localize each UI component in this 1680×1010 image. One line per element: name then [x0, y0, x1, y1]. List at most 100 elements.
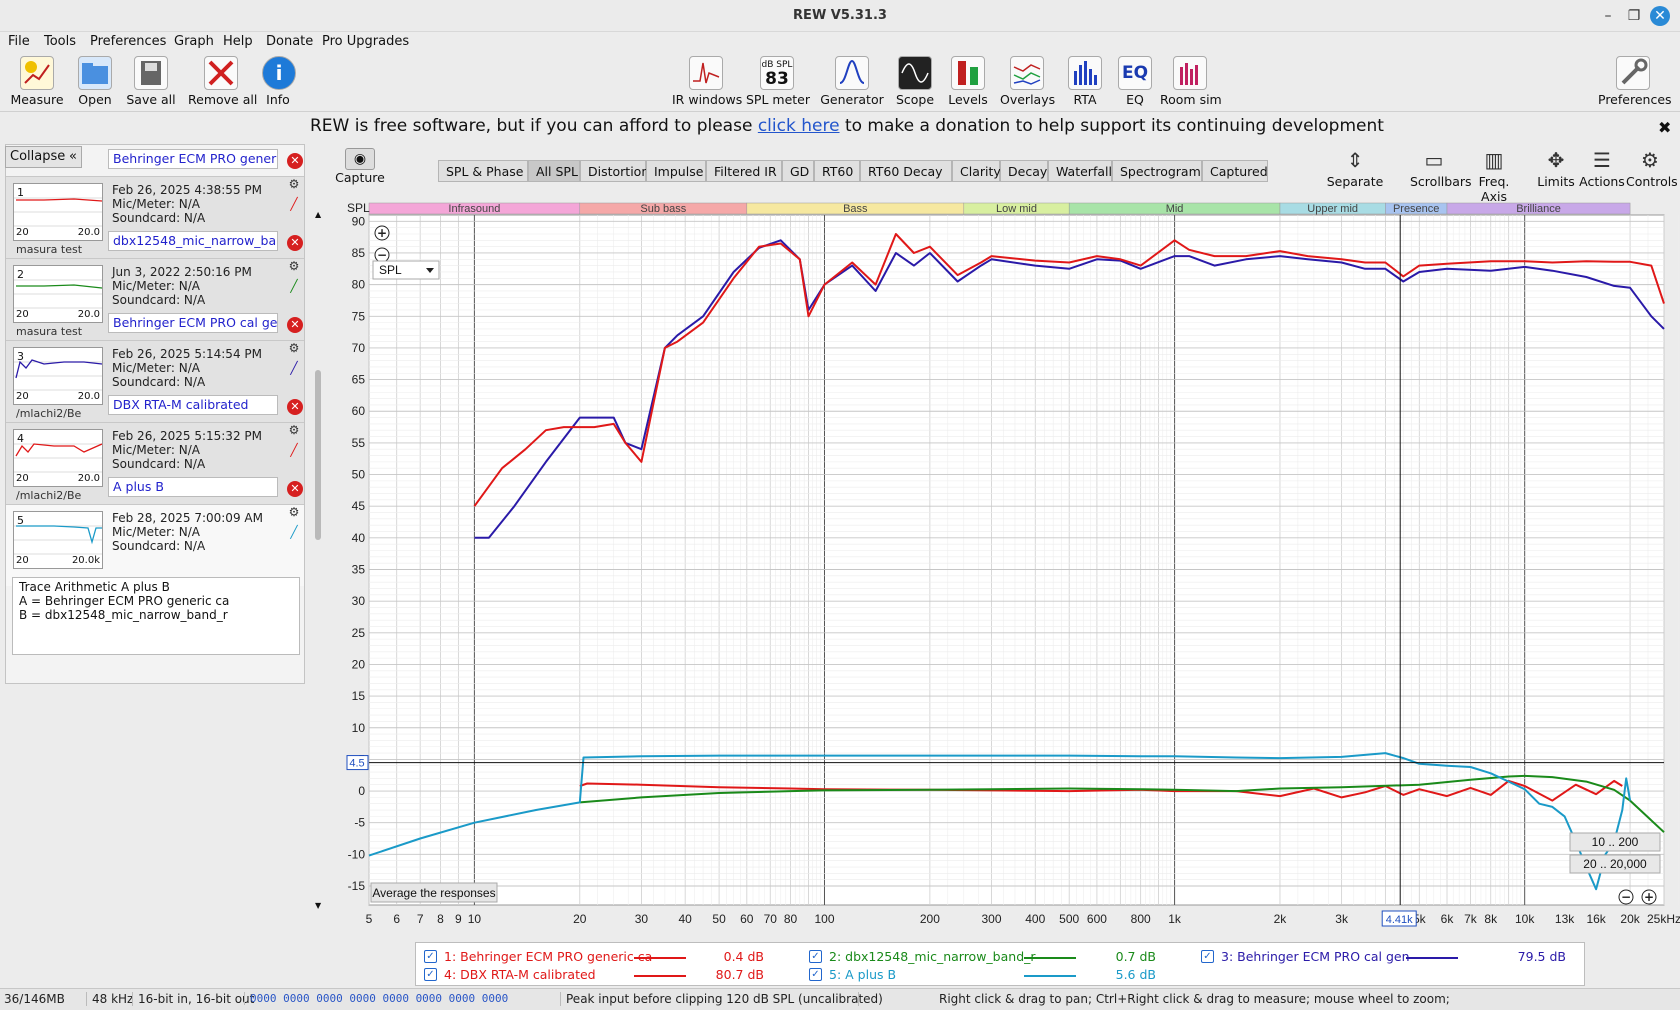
- room-sim-button[interactable]: Room sim: [1160, 56, 1222, 107]
- tab-spl-phase[interactable]: SPL & Phase: [438, 160, 528, 182]
- tab-spectrogram[interactable]: Spectrogram: [1112, 160, 1202, 182]
- measurement-card[interactable]: 5 20 20.0k A plus B Feb 28, 2025 7:00:09 AM M…: [6, 477, 304, 586]
- freq-axis-button[interactable]: ▥ Freq. Axis: [1470, 148, 1518, 204]
- measurement-name-field[interactable]: Behringer ECM PRO generi: [108, 149, 278, 169]
- menu-tools[interactable]: Tools: [44, 34, 77, 49]
- tab-waterfall[interactable]: Waterfall: [1048, 160, 1112, 182]
- delete-measurement-icon[interactable]: ✕: [287, 399, 303, 415]
- ir-windows-button[interactable]: IR windows: [672, 56, 742, 107]
- measurement-settings-icon[interactable]: ⚙: [288, 423, 300, 437]
- eq-button[interactable]: EQ EQ: [1116, 56, 1154, 107]
- range-button[interactable]: [1569, 832, 1661, 852]
- tab-clarity[interactable]: Clarity: [952, 160, 1001, 182]
- tab-all-spl[interactable]: All SPL: [528, 160, 580, 182]
- menu-pro-upgrades[interactable]: Pro Upgrades: [322, 34, 410, 49]
- cursor-x-box: [1381, 910, 1417, 927]
- separate-button[interactable]: ⇕ Separate: [1326, 148, 1384, 189]
- scroll-up-icon[interactable]: ▲: [315, 210, 322, 219]
- levels-button[interactable]: Levels: [946, 56, 990, 107]
- measure-button[interactable]: Measure: [10, 56, 64, 107]
- preferences-button[interactable]: Preferences: [1598, 56, 1672, 107]
- delete-measurement-icon[interactable]: ✕: [287, 235, 303, 251]
- close-icon[interactable]: ✕: [1650, 6, 1670, 26]
- tab-decay[interactable]: Decay: [1000, 160, 1048, 182]
- menu-donate[interactable]: Donate: [266, 34, 314, 49]
- rta-button[interactable]: RTA: [1066, 56, 1104, 107]
- zoom-in-icon[interactable]: [374, 225, 390, 241]
- y-select-value: SPL: [379, 263, 402, 277]
- controls-button[interactable]: ⚙ Controls: [1626, 148, 1678, 189]
- legend-checkbox[interactable]: ✓: [1201, 950, 1214, 963]
- y-tick-label: 0: [358, 784, 365, 798]
- band-label: Low mid: [996, 203, 1037, 215]
- y-select[interactable]: [372, 260, 440, 280]
- measurement-card[interactable]: 1 20 20.0 Behringer ECM PRO generi Feb 26, 2…: [6, 149, 304, 258]
- measurement-name-field[interactable]: Behringer ECM PRO cal gen: [108, 313, 278, 333]
- delete-measurement-icon[interactable]: ✕: [287, 153, 303, 169]
- trace-arithmetic-notes[interactable]: Trace Arithmetic A plus B A = Behringer …: [12, 577, 300, 655]
- trace-color-icon[interactable]: ╱: [290, 279, 298, 293]
- menu-graph[interactable]: Graph: [174, 34, 214, 49]
- save-all-button[interactable]: Save all: [126, 56, 176, 107]
- delete-measurement-icon[interactable]: ✕: [287, 317, 303, 333]
- legend-checkbox[interactable]: ✓: [809, 950, 822, 963]
- measurement-settings-icon[interactable]: ⚙: [288, 341, 300, 355]
- panel-scrollbar[interactable]: ▲ ▼: [313, 210, 323, 910]
- average-button[interactable]: [370, 882, 498, 903]
- measurement-name-field[interactable]: A plus B: [108, 477, 278, 497]
- limits-button[interactable]: ✥ Limits: [1532, 148, 1580, 189]
- legend-checkbox[interactable]: ✓: [424, 950, 437, 963]
- tab-filtered-ir[interactable]: Filtered IR: [706, 160, 782, 182]
- generator-button[interactable]: Generator: [820, 56, 884, 107]
- donation-link[interactable]: click here: [757, 116, 840, 136]
- spl-graph[interactable]: Infrasound Sub bass Bass Low mid Mid Upper mi…: [327, 195, 1680, 935]
- delete-measurement-icon[interactable]: ✕: [287, 481, 303, 497]
- scroll-thumb[interactable]: [315, 370, 321, 540]
- measurement-settings-icon[interactable]: ⚙: [288, 259, 300, 273]
- actions-button[interactable]: ☰ Actions: [1579, 148, 1625, 189]
- scope-button[interactable]: Scope: [894, 56, 936, 107]
- open-button[interactable]: Open: [70, 56, 120, 107]
- menu-file[interactable]: File: [8, 34, 30, 49]
- minimize-icon[interactable]: –: [1604, 8, 1612, 24]
- measurement-settings-icon[interactable]: ⚙: [288, 505, 300, 519]
- trace-color-icon[interactable]: ╱: [290, 361, 298, 375]
- remove-all-button[interactable]: Remove all: [188, 56, 257, 107]
- trace-color-icon[interactable]: ╱: [290, 197, 298, 211]
- tab-captured[interactable]: Captured: [1202, 160, 1268, 182]
- tab-rt60[interactable]: RT60: [814, 160, 860, 182]
- close-banner-icon[interactable]: ✖: [1658, 118, 1672, 137]
- info-button[interactable]: i Info: [262, 56, 296, 107]
- scroll-down-icon[interactable]: ▼: [315, 901, 322, 910]
- tab-impulse[interactable]: Impulse: [646, 160, 706, 182]
- tab-rt60-decay[interactable]: RT60 Decay: [860, 160, 952, 182]
- cursor-y-box: [346, 755, 369, 771]
- overlays-button[interactable]: Overlays: [1000, 56, 1055, 107]
- legend-checkbox[interactable]: ✓: [424, 968, 437, 981]
- y-axis-label: SPL: [347, 201, 370, 215]
- tab-gd[interactable]: GD: [782, 160, 814, 182]
- zoom-out-x-icon[interactable]: [1618, 889, 1634, 905]
- trace-color-icon[interactable]: ╱: [290, 525, 298, 539]
- measurement-name-field[interactable]: dbx12548_mic_narrow_ban: [108, 231, 278, 251]
- capture-button[interactable]: ◉ Capture: [330, 148, 390, 185]
- range-button[interactable]: [1569, 854, 1661, 874]
- measurement-name-field[interactable]: DBX RTA-M calibrated: [108, 395, 278, 415]
- zoom-in-x-icon[interactable]: [1641, 889, 1657, 905]
- scrollbars-button[interactable]: ▭ Scrollbars: [1410, 148, 1472, 189]
- range-button-label: 20 .. 20,000: [1583, 857, 1647, 871]
- zoom-out-icon-glyph: −: [377, 248, 387, 262]
- x-tick-label: 40: [678, 912, 692, 926]
- trace-color-icon[interactable]: ╱: [290, 443, 298, 457]
- thumbnail-max-freq: 20.0: [77, 473, 100, 484]
- measurement-date: Feb 26, 2025 5:15:32 PM: [112, 429, 262, 443]
- measurement-settings-icon[interactable]: ⚙: [288, 177, 300, 191]
- plot-area[interactable]: [368, 214, 1665, 906]
- tab-distortion[interactable]: Distortion: [580, 160, 649, 182]
- collapse-button[interactable]: Collapse «: [5, 146, 82, 168]
- menu-preferences[interactable]: Preferences: [90, 34, 167, 49]
- maximize-icon[interactable]: ❐: [1627, 8, 1641, 24]
- legend-checkbox[interactable]: ✓: [809, 968, 822, 981]
- menu-help[interactable]: Help: [223, 34, 253, 49]
- spl-meter-button[interactable]: dB SPL 83 SPL meter: [746, 56, 810, 107]
